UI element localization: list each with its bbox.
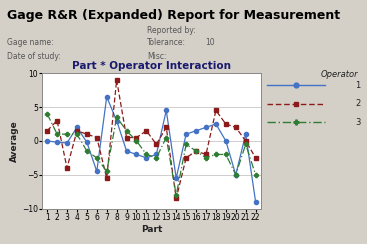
Text: 10: 10	[206, 38, 215, 47]
Title: Part * Operator Interaction: Part * Operator Interaction	[72, 61, 231, 71]
Text: Gage name:: Gage name:	[7, 38, 54, 47]
Text: 3: 3	[355, 118, 360, 126]
Text: Tolerance:: Tolerance:	[147, 38, 186, 47]
Text: 2: 2	[355, 99, 360, 108]
Text: Gage R&R (Expanded) Report for Measurement: Gage R&R (Expanded) Report for Measureme…	[7, 9, 341, 21]
Text: Operator: Operator	[321, 70, 358, 79]
X-axis label: Part: Part	[141, 224, 162, 234]
Text: Reported by:: Reported by:	[147, 26, 196, 35]
Text: Misc:: Misc:	[147, 52, 166, 61]
Text: Date of study:: Date of study:	[7, 52, 61, 61]
Text: 1: 1	[355, 81, 360, 90]
Y-axis label: Average: Average	[10, 120, 19, 162]
